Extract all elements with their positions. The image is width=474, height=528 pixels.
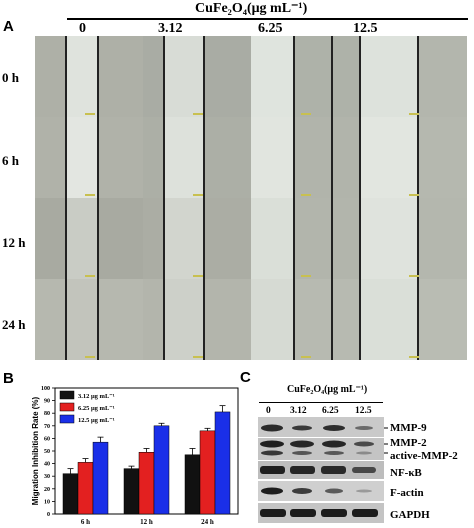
x-tick-label: 24 h [201,518,214,526]
y-tick-label: 90 [44,399,50,405]
scratch-image-0h-3.12 [143,36,251,117]
scratch-image-0h-12.5 [359,36,467,117]
protein-label-active-mmp2: active-MMP-2 [390,450,458,462]
time-label-6h: 6 h [2,153,19,168]
bar-24h-series2 [214,411,231,515]
y-tick-label: 20 [44,487,50,493]
scratch-image-grid [35,36,467,360]
scratch-image-0h-0 [35,36,143,117]
legend-label-0: 3.12 μg mL⁻¹ [78,393,115,400]
panel-c-header-rule [259,402,383,403]
legend-label-2: 12.5 μg mL⁻¹ [78,417,115,424]
scratch-image-12h-6.25 [251,198,359,279]
panel-a-header-rule [67,18,468,20]
protein-label-gapdh: GAPDH [390,509,430,521]
panel-c-letter: C [240,369,251,386]
y-tick-label: 40 [44,462,50,468]
protein-label-mmp9: MMP-9 [390,422,427,434]
lane-label-6.25: 6.25 [322,406,339,416]
y-tick-label: 100 [41,386,50,392]
legend-swatch-1 [59,402,75,412]
time-label-12h: 12 h [2,235,26,250]
scratch-image-24h-6.25 [251,279,359,360]
lane-label-3.12: 3.12 [290,406,307,416]
lane-label-0: 0 [266,406,271,416]
y-axis-label: Migration Inhibition Rate (%) [31,396,40,505]
y-tick-label: 60 [44,436,50,442]
concentration-label-3.12: 3.12 [158,21,183,36]
lane-label-12.5: 12.5 [355,406,372,416]
scratch-image-6h-12.5 [359,117,467,198]
panel-c-header-title: CuFe₂O₄(μg mL⁻¹) [287,384,368,395]
scratch-image-24h-0 [35,279,143,360]
y-tick-label: 10 [44,499,50,505]
time-label-24h: 24 h [2,317,26,332]
x-tick-label: 12 h [140,518,153,526]
bar-12h-series0 [123,468,140,515]
scratch-image-24h-3.12 [143,279,251,360]
bar-6h-series1 [77,462,94,515]
bar-6h-series0 [62,473,79,515]
western-blot [258,417,388,523]
protein-label-nfkb: NF-κB [390,467,422,479]
legend-swatch-2 [59,414,75,424]
time-label-0h: 0 h [2,70,19,85]
scratch-image-24h-12.5 [359,279,467,360]
concentration-label-6.25: 6.25 [258,21,283,36]
bar-6h-series2 [92,441,109,515]
scratch-image-6h-3.12 [143,117,251,198]
panel-b-letter: B [3,370,14,387]
legend-label-1: 6.25 μg mL⁻¹ [78,405,115,412]
bar-12h-series2 [153,425,170,515]
y-tick-label: 80 [44,411,50,417]
legend-swatch-0 [59,390,75,400]
scratch-image-12h-3.12 [143,198,251,279]
scratch-image-6h-6.25 [251,117,359,198]
y-tick-label: 0 [47,512,50,518]
scratch-image-0h-6.25 [251,36,359,117]
bar-24h-series1 [199,430,216,515]
x-tick-label: 6 h [81,518,90,526]
scratch-image-12h-12.5 [359,198,467,279]
y-tick-label: 70 [44,424,50,430]
protein-label-mmp2: MMP-2 [390,437,427,449]
bar-24h-series0 [184,454,201,515]
concentration-label-0: 0 [79,21,86,36]
panel-a-letter: A [3,18,14,35]
scratch-image-12h-0 [35,198,143,279]
panel-a-header-title: CuFe₂O₄(μg mL⁻¹) [195,1,308,16]
bar-12h-series1 [138,452,155,515]
concentration-label-12.5: 12.5 [353,21,378,36]
protein-label-factin: F-actin [390,487,424,499]
scratch-image-6h-0 [35,117,143,198]
y-tick-label: 50 [44,449,50,455]
y-tick-label: 30 [44,474,50,480]
